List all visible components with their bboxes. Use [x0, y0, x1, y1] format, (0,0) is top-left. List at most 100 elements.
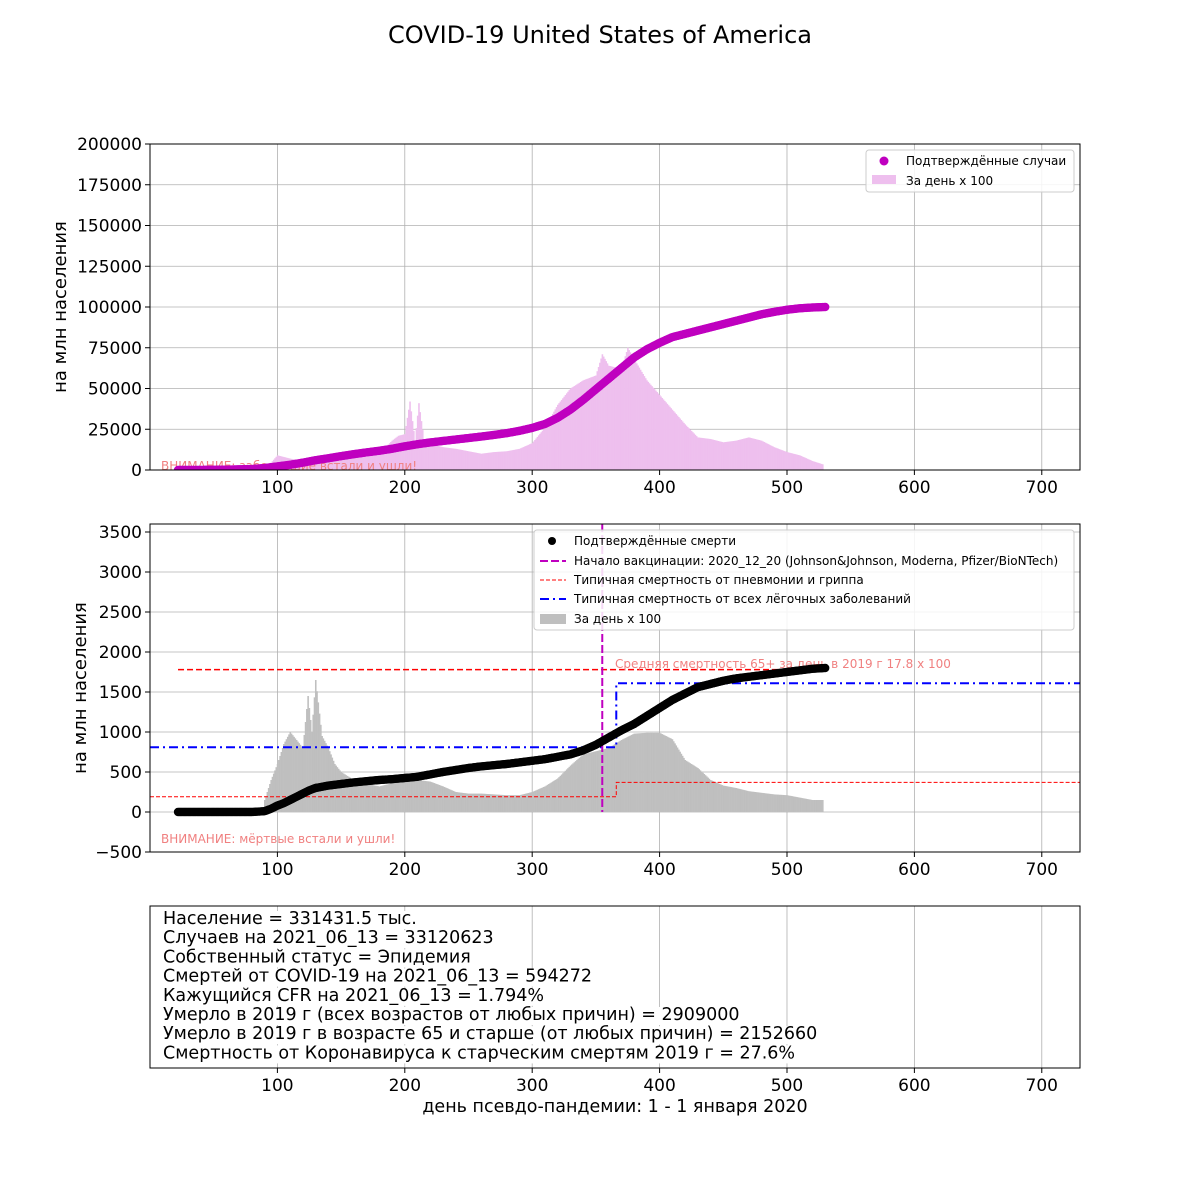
daily-bar — [486, 794, 489, 812]
daily-bar — [619, 368, 622, 470]
daily-bar — [470, 451, 472, 470]
daily-bar — [391, 440, 393, 470]
daily-bar — [525, 445, 527, 470]
daily-bar — [760, 440, 763, 470]
daily-bar — [674, 743, 676, 812]
daily-bar — [465, 450, 467, 470]
daily-bar — [548, 784, 550, 812]
daily-bar — [773, 447, 776, 470]
daily-bar — [465, 793, 467, 812]
daily-bar — [564, 770, 567, 812]
daily-bar — [732, 787, 735, 812]
x-tick-label: 700 — [1026, 1076, 1058, 1096]
daily-bar — [666, 403, 669, 470]
daily-bar — [494, 451, 497, 470]
y-axis-label: на млн населения — [70, 602, 91, 774]
daily-bar — [665, 402, 667, 470]
daily-bar — [286, 736, 289, 812]
daily-bar — [567, 768, 569, 812]
daily-bar — [369, 455, 372, 470]
daily-bar — [722, 442, 725, 470]
daily-bar — [600, 749, 602, 812]
daily-bar — [340, 458, 343, 470]
daily-bar — [734, 440, 736, 470]
all-lung-line — [150, 682, 1080, 749]
daily-bar — [539, 788, 541, 812]
daily-bar — [506, 451, 508, 470]
daily-bar — [272, 773, 275, 812]
legend-label: Подтверждённые случаи — [906, 154, 1066, 168]
daily-bar — [672, 741, 675, 812]
daily-bar — [450, 448, 452, 470]
daily-bar — [359, 455, 362, 470]
y-axis-label: на млн населения — [50, 221, 71, 393]
daily-bar — [624, 738, 627, 812]
daily-bar — [764, 442, 767, 470]
daily-bar — [797, 797, 800, 812]
daily-bar — [325, 743, 327, 812]
daily-bar — [563, 772, 565, 812]
daily-bar — [429, 781, 432, 812]
y-tick-label: 25000 — [88, 420, 142, 440]
daily-bar — [513, 449, 516, 470]
daily-bar — [813, 461, 815, 470]
daily-bar — [455, 792, 457, 812]
daily-bar — [485, 793, 488, 812]
daily-bar — [796, 454, 799, 470]
daily-bar — [514, 449, 517, 470]
daily-bar — [367, 784, 369, 812]
daily-bar — [559, 401, 562, 470]
daily-bar — [646, 380, 648, 470]
daily-bar — [308, 708, 311, 812]
daily-bar — [793, 454, 796, 470]
x-tick-label: 600 — [898, 478, 930, 498]
y-tick-label: 3000 — [99, 563, 142, 583]
daily-bar — [599, 750, 601, 812]
daily-bar — [456, 449, 458, 470]
daily-bar — [471, 793, 474, 812]
daily-bar — [637, 733, 639, 812]
daily-bar — [516, 795, 518, 812]
daily-bar — [518, 448, 521, 470]
grid — [150, 143, 1080, 471]
daily-bar — [336, 767, 339, 812]
daily-bar — [613, 366, 615, 470]
daily-bar — [327, 748, 330, 812]
daily-bar — [377, 453, 379, 470]
daily-bar — [721, 441, 723, 470]
daily-bar — [797, 455, 800, 470]
daily-bar — [697, 437, 699, 470]
x-tick-label: 600 — [898, 860, 930, 880]
y-tick-label: 100000 — [77, 298, 142, 318]
daily-bar — [596, 371, 599, 470]
daily-bar — [760, 792, 763, 812]
daily-bar — [802, 798, 805, 812]
daily-bar — [686, 426, 689, 470]
daily-bar — [613, 744, 615, 812]
daily-bar — [483, 453, 485, 470]
y-tick-label: 150000 — [77, 217, 142, 237]
mean-65-annotation: Средняя смертность 65+ за день в 2019 г … — [615, 657, 951, 671]
daily-bar — [509, 450, 512, 470]
daily-bar — [544, 427, 546, 470]
daily-bar — [362, 455, 364, 470]
daily-bar — [341, 772, 344, 812]
daily-bar — [385, 784, 387, 812]
daily-bar — [693, 765, 695, 812]
daily-bar — [563, 396, 565, 470]
daily-bar — [476, 793, 479, 812]
daily-bar — [365, 784, 368, 812]
daily-bar — [555, 407, 558, 470]
daily-bar — [579, 381, 582, 470]
daily-bar — [314, 680, 317, 812]
daily-bar — [718, 783, 721, 812]
daily-bar — [484, 453, 486, 470]
data-point — [821, 302, 830, 312]
daily-bar — [619, 740, 622, 812]
info-line-bg — [161, 911, 421, 929]
daily-bar — [698, 437, 701, 470]
x-tick-label: 700 — [1026, 478, 1058, 498]
x-tick-label: 100 — [261, 860, 293, 880]
daily-bar — [500, 794, 503, 812]
daily-bar — [754, 792, 757, 812]
